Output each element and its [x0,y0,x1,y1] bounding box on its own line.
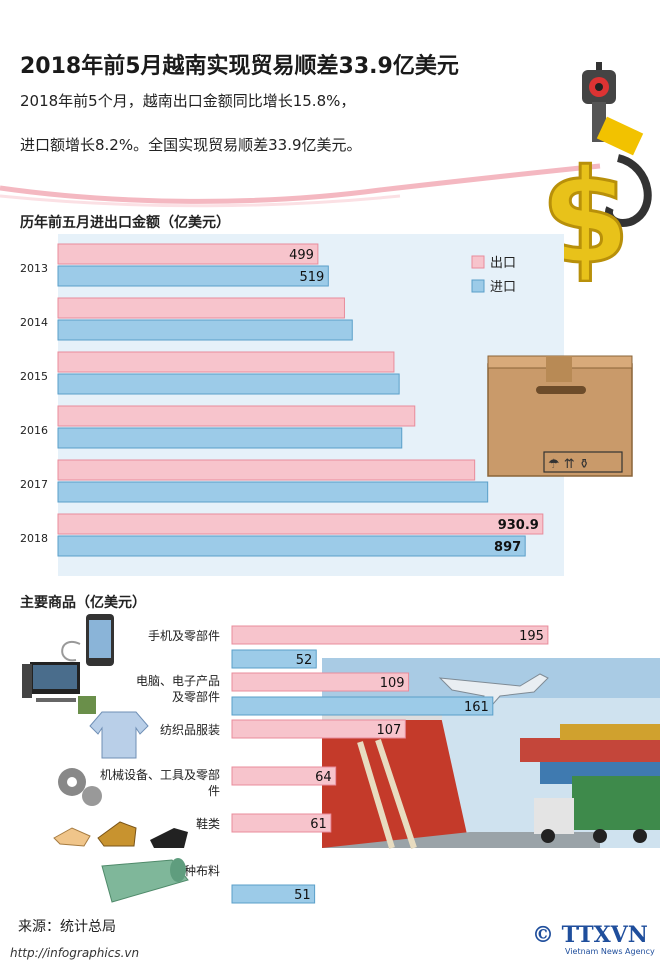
import-bar-2013 [57,265,329,287]
cardboard-box-icon: ☂ ⇈ ⚱ [487,355,633,477]
export-value-goods-3: 64 [315,770,332,785]
import-bar-goods-1 [231,696,494,716]
export-value-goods-4: 61 [310,817,327,832]
brand-logo: © TTXVN [532,922,648,948]
import-value-2018: 897 [494,540,521,555]
import-value-2013: 519 [299,270,324,285]
import-bar-2018 [57,535,526,557]
export-bar-2014 [57,297,345,319]
export-bar-2013 [57,243,319,265]
year-label-2016: 2016 [20,424,48,437]
export-value-goods-1: 109 [380,676,405,691]
export-bar-2015 [57,351,395,373]
legend-export-label: 出口 [490,256,516,271]
export-bar-goods-3 [231,766,337,786]
goods-label-2-line-0: 纺织品服装 [160,723,220,737]
export-value-2013: 499 [289,248,314,263]
year-label-2017: 2017 [20,478,48,491]
chart-1-bars: 499 519 930.9 897 [57,243,544,557]
crane-hook-icon: $ [540,62,652,282]
legend-import-label: 进口 [490,280,516,295]
export-bar-goods-2 [231,719,406,739]
export-bar-goods-4 [231,813,332,833]
truck-icon [534,776,660,843]
shirt-icon [89,711,149,759]
source-url[interactable]: http://infographics.vn [10,946,140,960]
shoes-icon [53,821,188,848]
year-label-2013: 2013 [20,262,48,275]
goods-label-1-line-1: 及零部件 [172,689,220,704]
export-bar-2017 [57,459,476,481]
source-note: 来源：统计总局 [18,919,116,935]
year-label-2014: 2014 [20,316,48,329]
year-label-2015: 2015 [20,370,48,383]
export-bar-2016 [57,405,416,427]
import-bar-2016 [57,427,403,449]
chart-1-title: 历年前五月进出口金额（亿美元） [20,215,230,231]
brand-subtitle: Vietnam News Agency [565,947,655,956]
import-value-goods-1: 161 [464,700,489,715]
import-bar-2014 [57,319,353,341]
decorative-wave [0,163,601,208]
legend-import-swatch [471,279,485,293]
summary-line-1: 2018年前5个月，越南出口金额同比增长15.8%， [20,92,356,110]
svg-text:☂ ⇈ ⚱: ☂ ⇈ ⚱ [548,457,590,472]
import-bar-goods-0 [231,649,317,669]
export-value-goods-0: 195 [519,629,544,644]
goods-label-3-line-1: 件 [208,784,220,798]
export-bar-goods-1 [231,672,410,692]
page-title: 2018年前5月越南实现贸易顺差33.9亿美元 [20,54,459,79]
airplane-icon [438,673,549,713]
import-bar-2015 [57,373,400,395]
chart-2-title: 主要商品（亿美元） [20,595,146,611]
import-bar-goods-5 [231,884,316,904]
export-bar-goods-0 [231,625,549,645]
import-value-goods-5: 51 [294,888,311,903]
chart-2-main-goods: 195 52 109 161 107 64 61 51 手机及零部件电脑、电子产品及零部件纺织… [22,614,660,904]
import-value-goods-0: 52 [296,653,313,668]
import-bar-2017 [57,481,489,503]
goods-label-4-line-0: 鞋类 [196,816,220,831]
smartphone-icon [61,614,114,666]
summary-line-2: 进口额增长8.2%。全国实现贸易顺差33.9亿美元。 [20,136,362,154]
gear-icon [58,768,102,806]
year-label-2018: 2018 [20,532,48,545]
chart-1-legend: 出口 进口 [471,255,516,295]
export-value-goods-2: 107 [377,723,402,738]
legend-export-swatch [471,255,485,269]
goods-label-3-line-0: 机械设备、工具及零部 [100,767,220,782]
export-bar-2018 [57,513,544,535]
goods-label-1-line-0: 电脑、电子产品 [136,674,220,688]
export-value-2018: 930.9 [498,518,539,533]
chart-1-category-labels: 2013 2014 2015 2016 2017 2018 [20,262,48,545]
computer-icon [22,662,96,714]
fabric-roll-icon [101,858,189,903]
chart-2-bars: 195 52 109 161 107 64 61 51 [231,625,549,904]
goods-label-0-line-0: 手机及零部件 [148,628,220,643]
